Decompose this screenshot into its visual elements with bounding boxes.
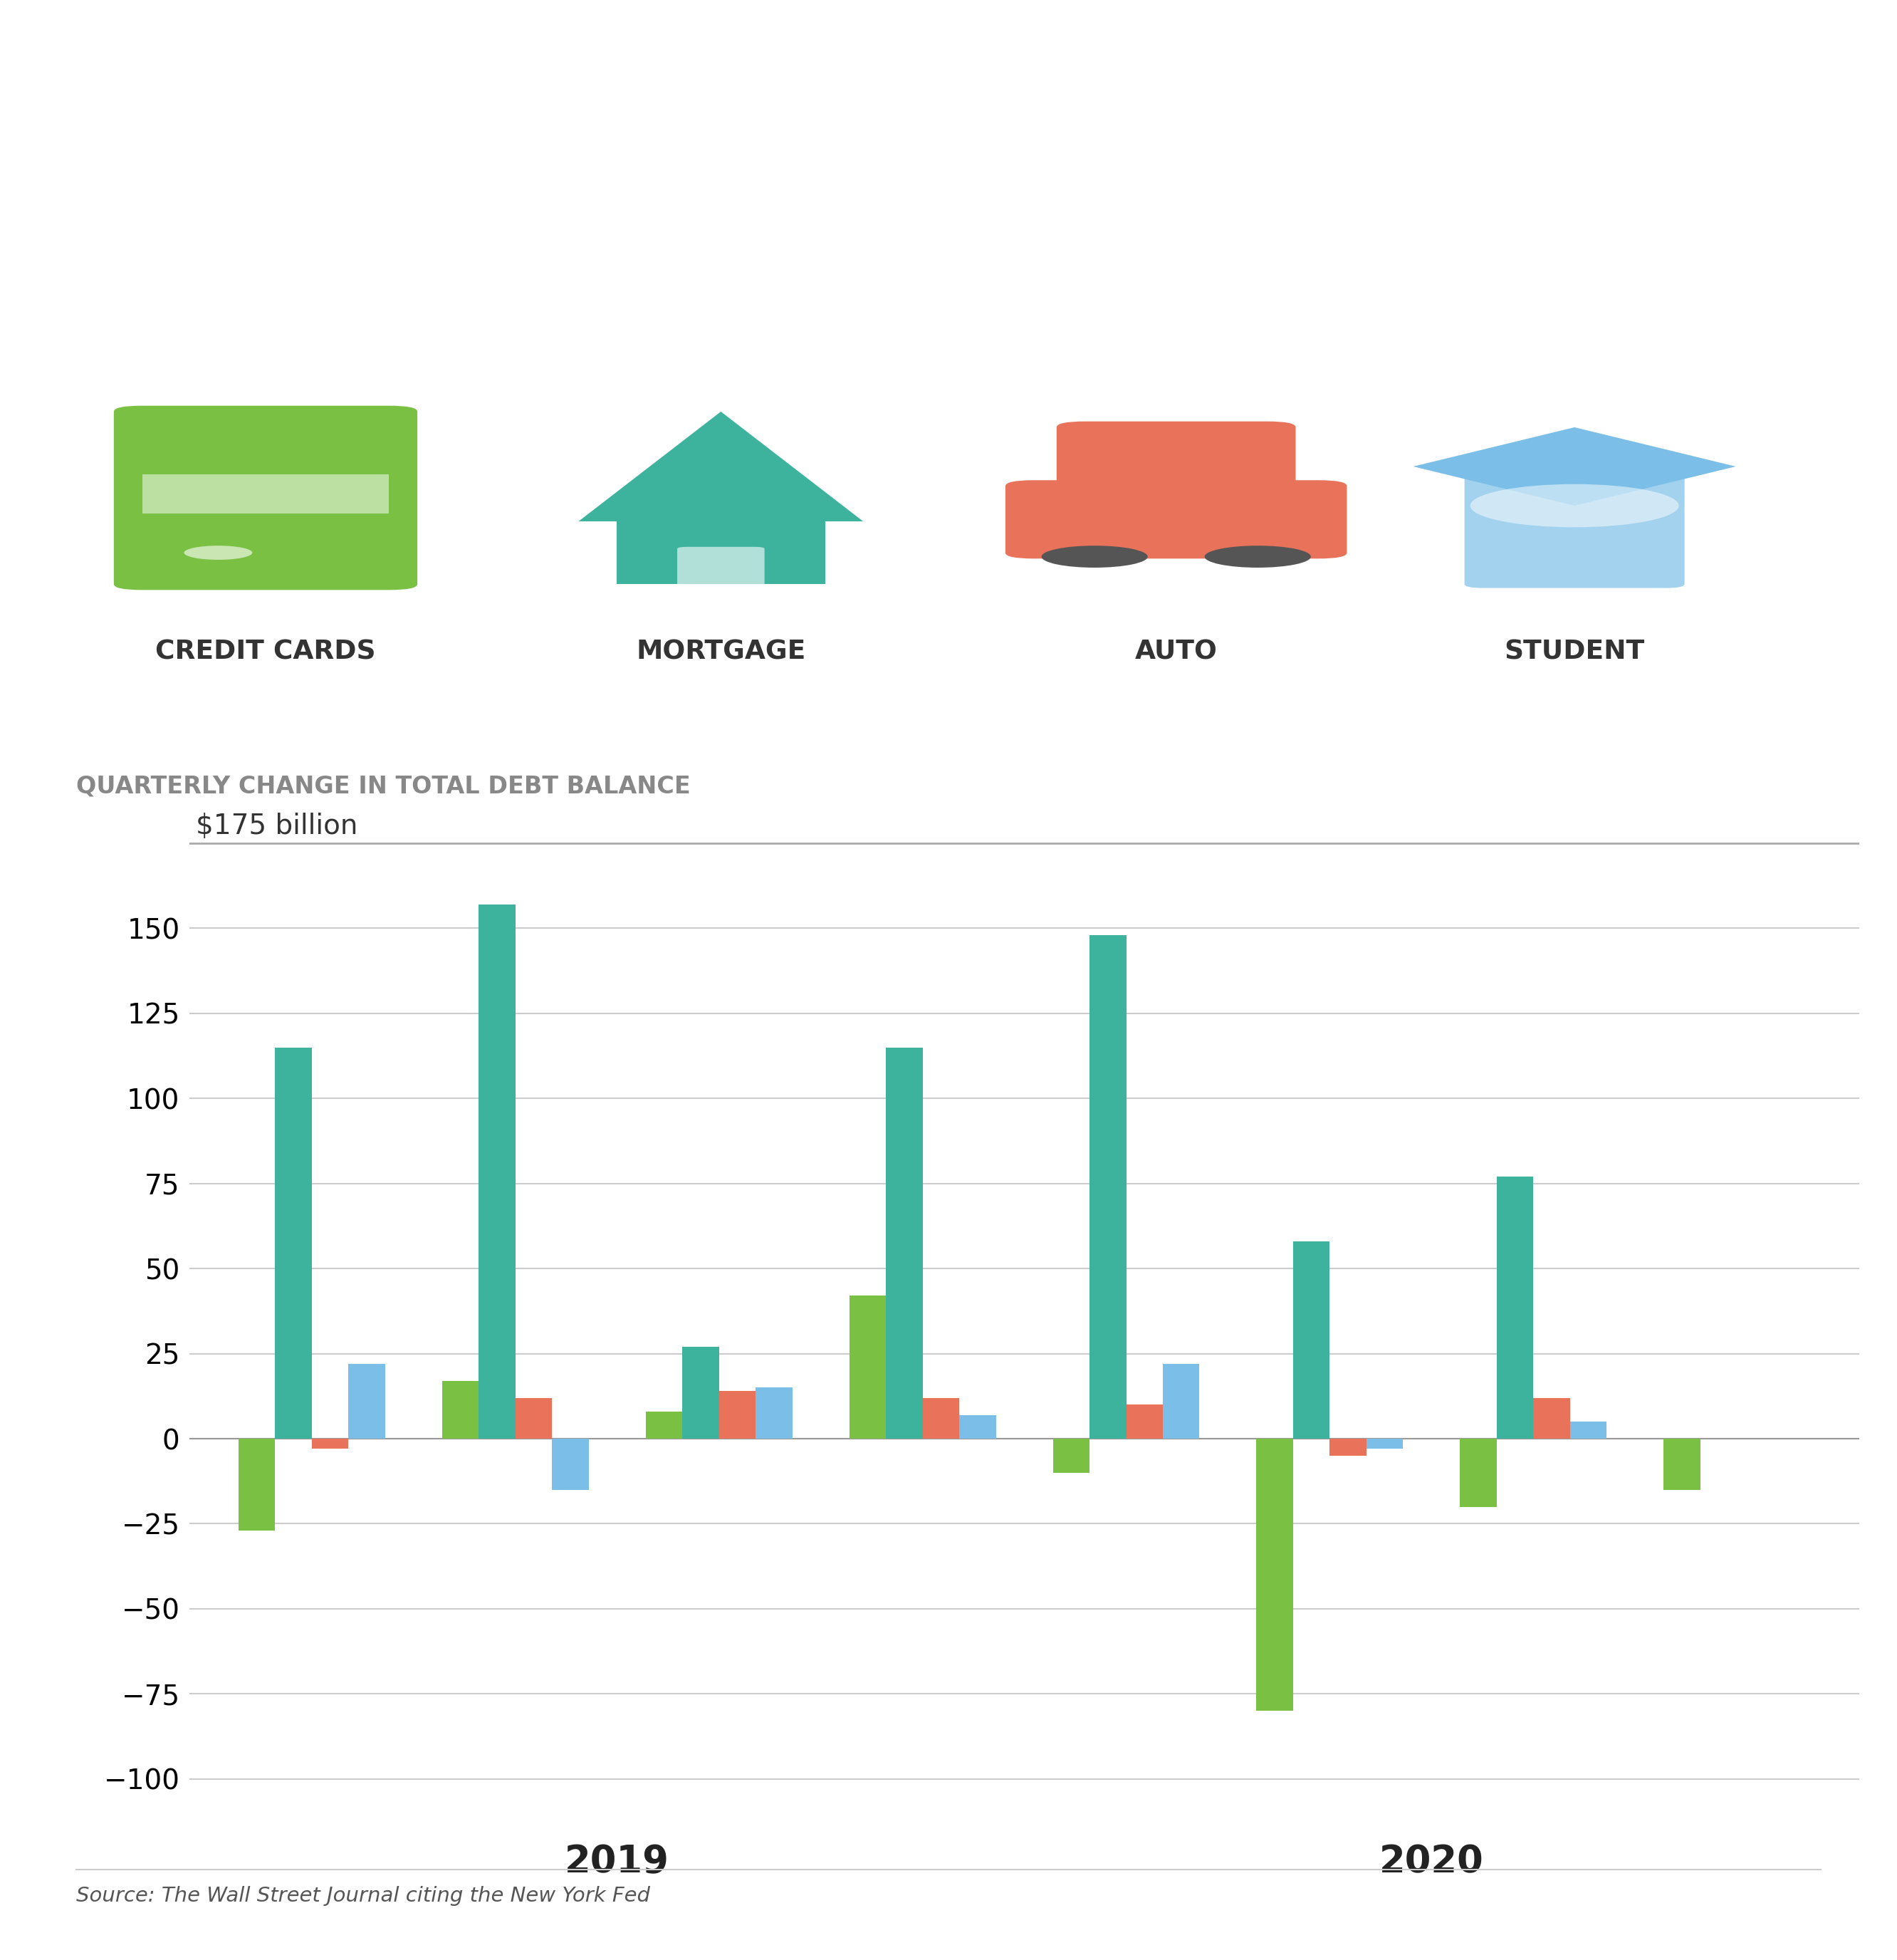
Circle shape	[1205, 545, 1311, 568]
Bar	[516, 1397, 552, 1439]
Bar	[683, 1347, 719, 1439]
Bar	[1294, 1241, 1330, 1439]
FancyBboxPatch shape	[1057, 421, 1296, 504]
FancyBboxPatch shape	[1464, 455, 1685, 588]
Bar	[1571, 1421, 1607, 1439]
Text: MORTGAGE: MORTGAGE	[635, 639, 806, 664]
Bar	[1664, 1439, 1700, 1490]
Bar	[478, 904, 516, 1439]
Bar	[1330, 1439, 1366, 1456]
Bar	[960, 1415, 996, 1439]
Text: Source: The Wall Street Journal citing the New York Fed: Source: The Wall Street Journal citing t…	[76, 1886, 651, 1905]
Bar	[1089, 935, 1127, 1439]
Bar	[719, 1392, 755, 1439]
Circle shape	[1470, 484, 1679, 527]
Bar	[552, 1439, 588, 1490]
Circle shape	[1041, 545, 1148, 568]
FancyBboxPatch shape	[677, 547, 764, 586]
FancyBboxPatch shape	[617, 517, 825, 584]
Text: STUDENT: STUDENT	[1504, 639, 1645, 664]
Bar	[1366, 1439, 1404, 1448]
Text: CREDIT CARDS: CREDIT CARDS	[156, 639, 376, 664]
Bar	[645, 1411, 683, 1439]
FancyBboxPatch shape	[1005, 480, 1347, 559]
Text: QUARTERLY CHANGE IN TOTAL DEBT BALANCE: QUARTERLY CHANGE IN TOTAL DEBT BALANCE	[76, 774, 691, 798]
Text: AUTO: AUTO	[1134, 639, 1218, 664]
Text: PAYING OFF THE CREDIT CARD: PAYING OFF THE CREDIT CARD	[76, 71, 1189, 135]
Bar	[1497, 1176, 1533, 1439]
Bar	[239, 1439, 275, 1531]
Bar	[275, 1047, 311, 1439]
Bar	[1163, 1364, 1199, 1439]
Bar	[886, 1047, 922, 1439]
Polygon shape	[579, 412, 863, 521]
Bar	[755, 1388, 793, 1439]
Bar	[922, 1397, 960, 1439]
Polygon shape	[1413, 427, 1736, 506]
Text: $175 billion: $175 billion	[195, 813, 359, 839]
FancyBboxPatch shape	[142, 474, 389, 514]
Bar	[1127, 1405, 1163, 1439]
FancyBboxPatch shape	[114, 406, 417, 590]
Bar	[349, 1364, 385, 1439]
Bar	[1533, 1397, 1571, 1439]
Bar	[311, 1439, 349, 1448]
Text: 2019: 2019	[565, 1844, 670, 1882]
Text: 2020: 2020	[1379, 1844, 1483, 1882]
Bar	[1256, 1439, 1294, 1711]
Bar	[442, 1382, 478, 1439]
Bar	[850, 1296, 886, 1439]
Circle shape	[184, 545, 252, 561]
Bar	[1053, 1439, 1089, 1472]
Bar	[1461, 1439, 1497, 1507]
